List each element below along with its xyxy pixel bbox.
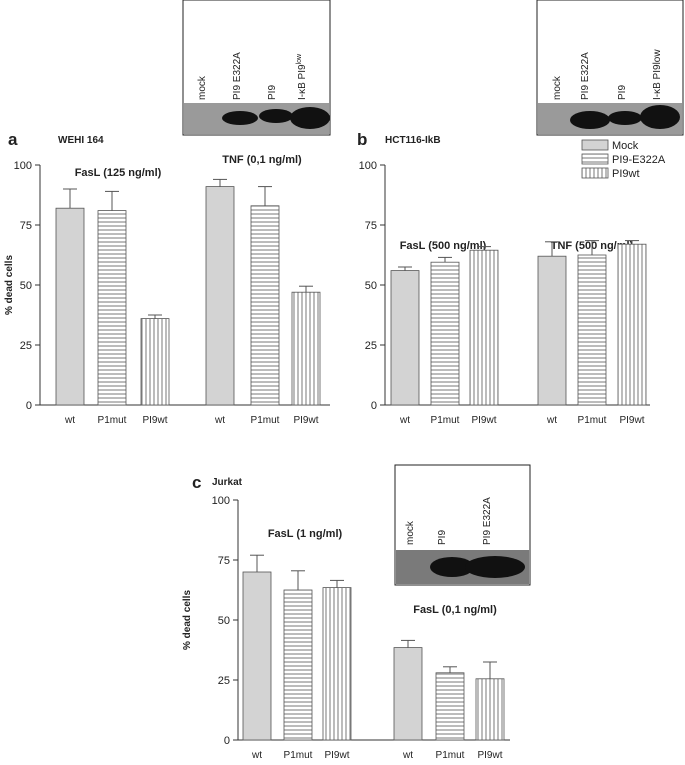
bar: [97, 210, 127, 406]
y-tick-label: 75: [365, 220, 377, 232]
bar: [537, 255, 567, 406]
legend-label: PI9wt: [612, 168, 640, 180]
y-tick-label: 25: [218, 675, 230, 687]
y-tick-label: 100: [212, 495, 230, 507]
bar: [242, 571, 272, 741]
blot-label: PI9: [617, 85, 628, 100]
x-tick-label: wt: [399, 415, 410, 426]
blot-label: mock: [405, 520, 416, 545]
bar: [390, 270, 420, 406]
bar: [430, 261, 460, 406]
group-label: FasL (500 ng/ml): [400, 240, 487, 252]
x-tick-label: P1mut: [98, 415, 127, 426]
x-tick-label: wt: [402, 750, 413, 760]
x-tick-label: PI9wt: [324, 750, 349, 760]
x-tick-label: wt: [64, 415, 75, 426]
y-axis-label: % dead cells: [4, 255, 15, 315]
y-tick-label: 100: [359, 160, 377, 172]
group-label: TNF (0,1 ng/ml): [222, 154, 302, 166]
bar: [250, 205, 280, 406]
blot-label: PI9 E322A: [482, 497, 493, 545]
bar: [55, 207, 85, 406]
blot-label: I-κB PI9low: [296, 53, 308, 100]
bar: [140, 318, 170, 406]
blot-label: I-κB PI9low: [652, 49, 663, 100]
y-tick-label: 50: [365, 280, 377, 292]
blot-label: PI9: [437, 530, 448, 545]
y-tick-label: 0: [26, 400, 32, 412]
legend-swatch: [581, 167, 609, 179]
x-tick-label: wt: [546, 415, 557, 426]
x-tick-label: P1mut: [436, 750, 465, 760]
legend-swatch: [581, 153, 609, 165]
blot-label-text: I-κB PI9: [297, 64, 308, 100]
y-tick-label: 50: [20, 280, 32, 292]
chart-title: WEHI 164: [58, 135, 104, 146]
blot-b: [536, 0, 684, 136]
x-tick-label: wt: [214, 415, 225, 426]
bar: [322, 587, 352, 741]
y-axis-label: % dead cells: [182, 590, 193, 650]
bar: [617, 243, 647, 406]
group-label: FasL (0,1 ng/ml): [413, 604, 497, 616]
group-label: FasL (125 ng/ml): [75, 167, 162, 179]
y-tick-label: 25: [20, 340, 32, 352]
bar: [469, 249, 499, 406]
panel-letter: c: [192, 473, 201, 492]
y-tick-label: 75: [20, 220, 32, 232]
x-tick-label: P1mut: [578, 415, 607, 426]
group-label: FasL (1 ng/ml): [268, 528, 343, 540]
x-tick-label: P1mut: [284, 750, 313, 760]
x-tick-label: PI9wt: [471, 415, 496, 426]
y-tick-label: 75: [218, 555, 230, 567]
bar: [291, 291, 321, 406]
chart-title: HCT116-IkB: [385, 135, 441, 146]
x-tick-label: PI9wt: [619, 415, 644, 426]
y-tick-label: 50: [218, 615, 230, 627]
bar: [435, 672, 465, 741]
panel-letter: b: [357, 130, 367, 149]
bar: [205, 186, 235, 406]
legend-label: Mock: [612, 140, 639, 152]
y-tick-label: 100: [14, 160, 32, 172]
x-tick-label: PI9wt: [293, 415, 318, 426]
bar: [393, 647, 423, 741]
x-tick-label: P1mut: [251, 415, 280, 426]
bar: [283, 589, 313, 741]
blot-c: [394, 464, 531, 586]
legend-label: PI9-E322A: [612, 154, 666, 166]
blot-label: mock: [197, 75, 208, 100]
x-tick-label: PI9wt: [142, 415, 167, 426]
y-tick-label: 0: [224, 735, 230, 747]
blot-label-sup: low: [296, 53, 303, 64]
chart-title: Jurkat: [212, 477, 243, 488]
legend-swatch: [581, 139, 609, 151]
panel-letter: a: [8, 130, 18, 149]
blot-label: mock: [552, 75, 563, 100]
y-tick-label: 0: [371, 400, 377, 412]
y-tick-label: 25: [365, 340, 377, 352]
bar: [577, 254, 607, 406]
x-tick-label: P1mut: [431, 415, 460, 426]
x-tick-label: PI9wt: [477, 750, 502, 760]
x-tick-label: wt: [251, 750, 262, 760]
blot-label: PI9 E322A: [580, 52, 591, 100]
blot-a: [182, 0, 331, 136]
blot-label: PI9: [267, 85, 278, 100]
bar: [475, 678, 505, 741]
blot-label: PI9 E322A: [232, 52, 243, 100]
